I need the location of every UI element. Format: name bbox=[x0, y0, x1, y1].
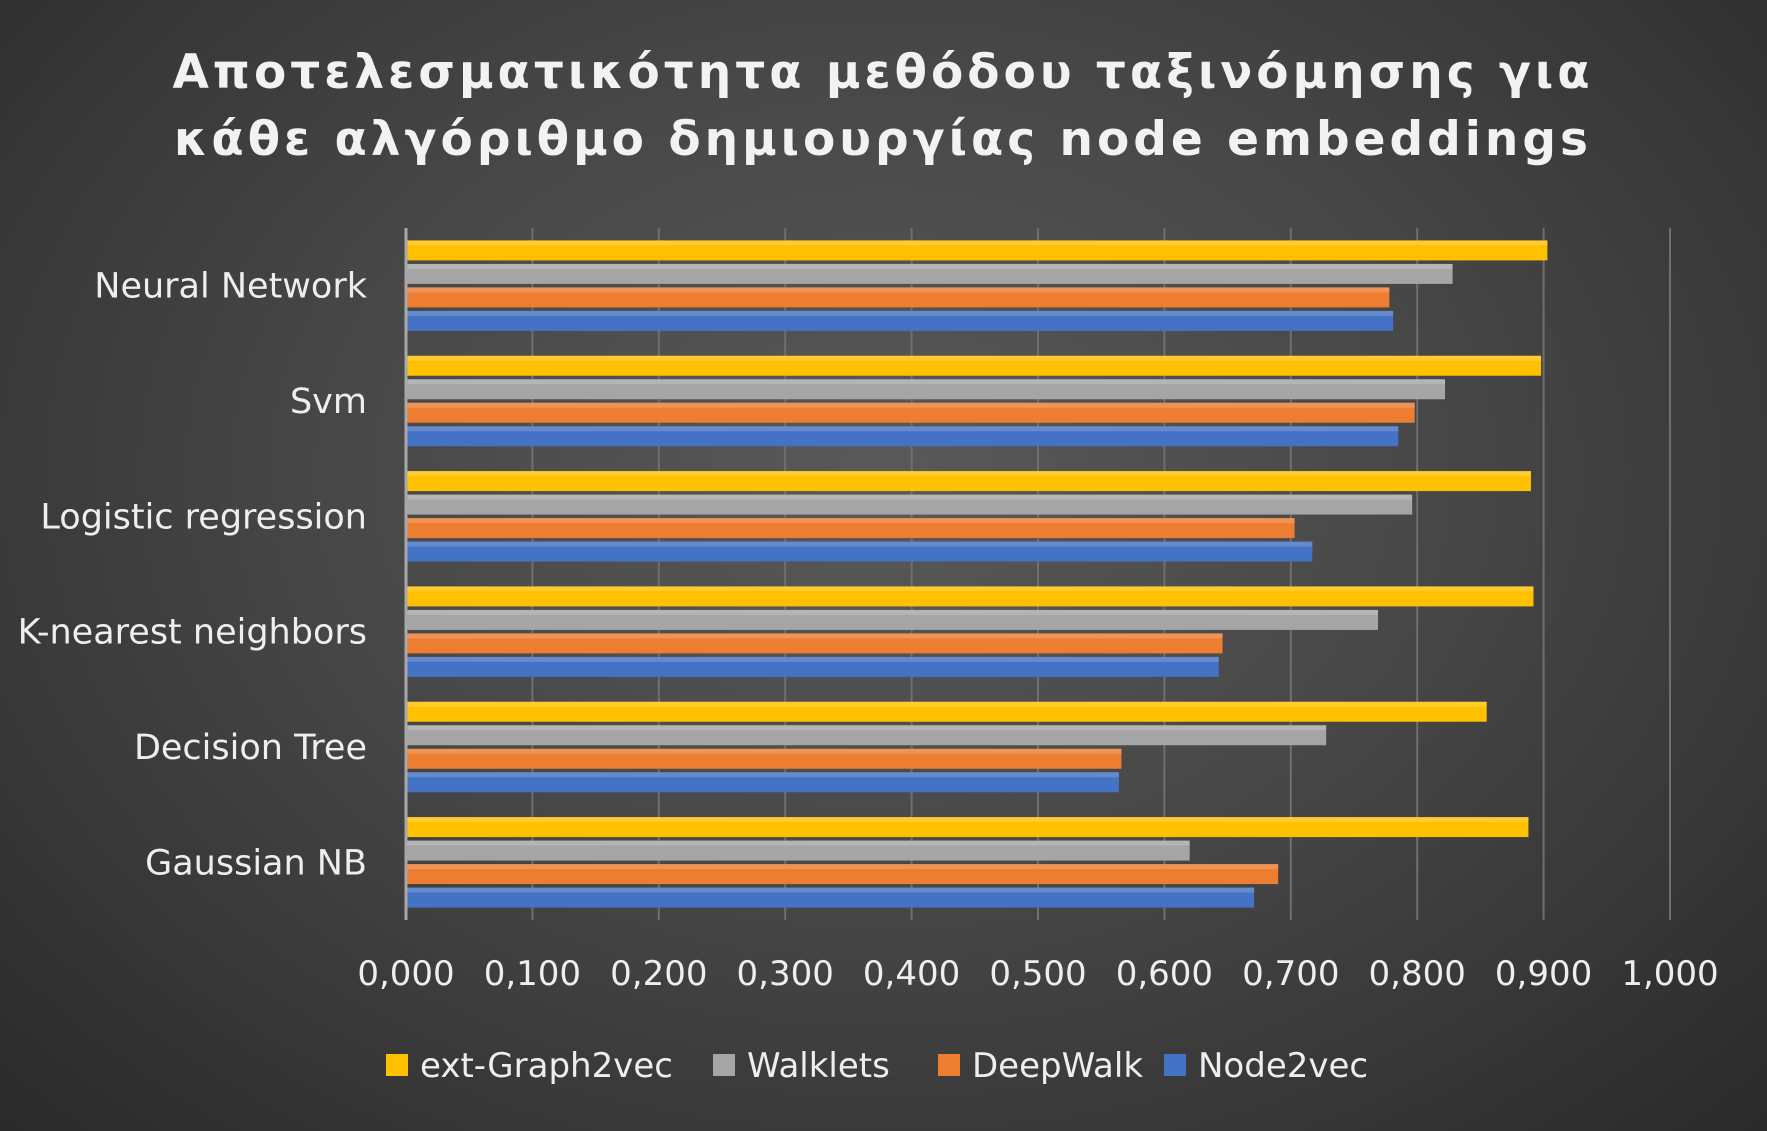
bar-highlight bbox=[406, 355, 1542, 361]
legend-label-deepwalk: DeepWalk bbox=[972, 1046, 1143, 1086]
bar-highlight bbox=[406, 864, 1279, 870]
bar-walklets-5 bbox=[406, 725, 1327, 746]
bar-ext-graph2vec-6 bbox=[406, 817, 1529, 838]
bar-ext-graph2vec-4 bbox=[406, 586, 1534, 607]
x-tick-label: 0,500 bbox=[989, 954, 1086, 994]
bar-deepwalk-2 bbox=[406, 402, 1415, 423]
x-tick-label: 0,300 bbox=[737, 954, 834, 994]
category-label: Gaussian NB bbox=[145, 843, 367, 883]
bar-highlight bbox=[406, 840, 1190, 846]
bar-ext-graph2vec-5 bbox=[406, 701, 1487, 722]
chart-title-line-2: κάθε αλγόριθμο δημιουργίας node embeddin… bbox=[174, 112, 1592, 167]
legend-swatch-ext-graph2vec bbox=[386, 1054, 408, 1076]
bar-walklets-6 bbox=[406, 840, 1190, 861]
bar-highlight bbox=[406, 494, 1413, 500]
category-label: Neural Network bbox=[94, 267, 367, 307]
bar-highlight bbox=[406, 426, 1399, 432]
category-label: Svm bbox=[290, 382, 367, 422]
bar-highlight bbox=[406, 518, 1295, 524]
x-tick-label: 0,700 bbox=[1242, 954, 1339, 994]
bar-deepwalk-6 bbox=[406, 864, 1279, 885]
category-labels: Neural Network Svm Logistic regression K-ne… bbox=[18, 267, 368, 884]
bar-walklets-3 bbox=[406, 494, 1413, 515]
bars bbox=[406, 240, 1548, 908]
gridlines bbox=[531, 228, 1671, 920]
bar-highlight bbox=[406, 701, 1487, 707]
bar-highlight bbox=[406, 772, 1119, 778]
x-tick-label: 0,400 bbox=[863, 954, 960, 994]
bar-ext-graph2vec-1 bbox=[406, 240, 1548, 261]
bar-highlight bbox=[406, 240, 1548, 246]
legend-swatch-node2vec bbox=[1164, 1054, 1186, 1076]
x-tick-label: 1,000 bbox=[1621, 954, 1718, 994]
x-tick-label: 0,200 bbox=[610, 954, 707, 994]
bar-node2vec-2 bbox=[406, 426, 1399, 447]
bar-node2vec-5 bbox=[406, 772, 1119, 793]
legend-label-ext-graph2vec: ext-Graph2vec bbox=[420, 1046, 673, 1086]
bar-node2vec-1 bbox=[406, 310, 1394, 331]
bar-deepwalk-3 bbox=[406, 518, 1295, 539]
x-tick-labels: 0,000 0,100 0,200 0,300 0,400 0,500 0,600 0,700… bbox=[357, 954, 1718, 994]
bar-deepwalk-5 bbox=[406, 748, 1122, 769]
bar-highlight bbox=[406, 402, 1415, 408]
bar-highlight bbox=[406, 586, 1534, 592]
bar-highlight bbox=[406, 310, 1394, 316]
legend-swatch-deepwalk bbox=[938, 1054, 960, 1076]
chart-title-line-1: Αποτελεσματικότητα μεθόδου ταξινόμησης γ… bbox=[172, 45, 1593, 100]
bar-deepwalk-4 bbox=[406, 633, 1223, 654]
bar-highlight bbox=[406, 817, 1529, 823]
bar-ext-graph2vec-3 bbox=[406, 471, 1531, 492]
bar-highlight bbox=[406, 287, 1390, 293]
bar-highlight bbox=[406, 633, 1223, 639]
bar-walklets-4 bbox=[406, 609, 1379, 630]
bar-highlight bbox=[406, 748, 1122, 754]
x-tick-label: 0,600 bbox=[1116, 954, 1213, 994]
bar-highlight bbox=[406, 379, 1446, 385]
category-label: Decision Tree bbox=[134, 728, 367, 768]
legend-label-node2vec: Node2vec bbox=[1198, 1046, 1368, 1086]
x-tick-label: 0,100 bbox=[484, 954, 581, 994]
bar-highlight bbox=[406, 471, 1531, 477]
bar-node2vec-3 bbox=[406, 541, 1313, 562]
legend: ext-Graph2vec Walklets DeepWalk Node2vec bbox=[386, 1046, 1368, 1086]
legend-label-walklets: Walklets bbox=[747, 1046, 890, 1086]
bar-highlight bbox=[406, 887, 1255, 893]
bar-highlight bbox=[406, 609, 1379, 615]
bar-highlight bbox=[406, 656, 1219, 662]
category-label: K-nearest neighbors bbox=[18, 613, 367, 653]
bar-deepwalk-1 bbox=[406, 287, 1390, 308]
x-tick-label: 0,000 bbox=[357, 954, 454, 994]
bar-highlight bbox=[406, 725, 1327, 731]
x-tick-label: 0,900 bbox=[1495, 954, 1592, 994]
bar-ext-graph2vec-2 bbox=[406, 355, 1542, 376]
bar-walklets-2 bbox=[406, 379, 1446, 400]
bar-node2vec-6 bbox=[406, 887, 1255, 908]
x-tick-label: 0,800 bbox=[1369, 954, 1466, 994]
bar-walklets-1 bbox=[406, 263, 1453, 284]
bar-node2vec-4 bbox=[406, 656, 1219, 677]
legend-swatch-walklets bbox=[713, 1054, 735, 1076]
bar-highlight bbox=[406, 541, 1313, 547]
bar-highlight bbox=[406, 263, 1453, 269]
category-label: Logistic regression bbox=[40, 497, 367, 537]
